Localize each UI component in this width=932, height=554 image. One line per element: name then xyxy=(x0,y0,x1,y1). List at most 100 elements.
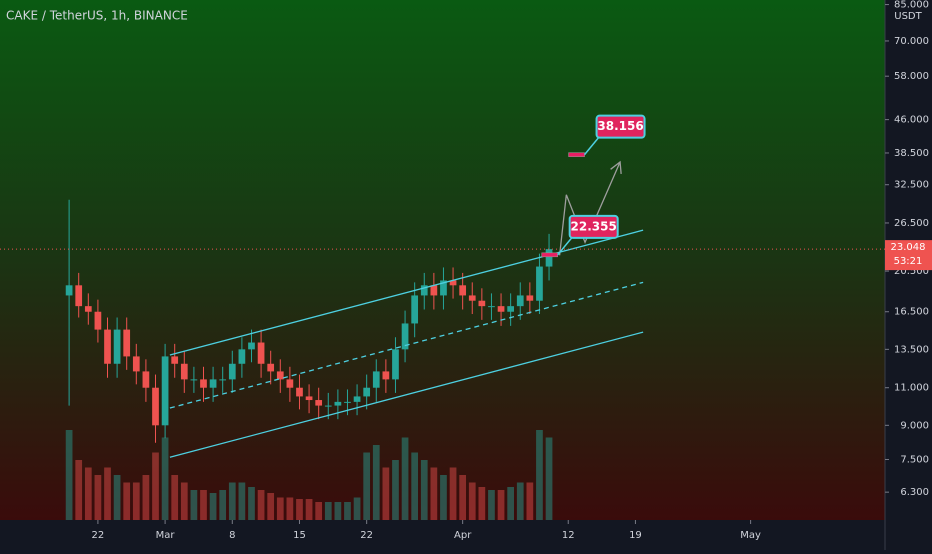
volume-bar xyxy=(142,475,150,520)
volume-bar xyxy=(411,452,419,520)
candle-body xyxy=(104,329,111,364)
x-tick-label: 22 xyxy=(92,530,105,541)
candle-body xyxy=(161,356,169,426)
volume-bar xyxy=(305,499,313,520)
last-price-label: 23.048 xyxy=(891,242,926,253)
y-tick-label: 6.300 xyxy=(900,487,929,498)
x-tick-label: Apr xyxy=(454,530,472,541)
plot-background xyxy=(0,0,885,520)
volume-bar xyxy=(75,460,83,520)
candle-body xyxy=(238,349,246,364)
candle-body xyxy=(142,371,150,388)
candle-body xyxy=(209,379,217,388)
candle-body xyxy=(219,379,227,381)
y-tick-label: 70.000 xyxy=(894,36,929,47)
candle-body xyxy=(497,306,505,312)
volume-bar xyxy=(113,475,121,520)
volume-bar xyxy=(324,502,332,520)
candle-body xyxy=(507,306,515,312)
volume-bar xyxy=(449,467,457,520)
candle-body xyxy=(353,396,361,402)
candle-body xyxy=(516,295,524,307)
y-tick-label: 7.500 xyxy=(900,454,929,465)
volume-bar xyxy=(267,493,275,520)
volume-bar xyxy=(468,482,476,520)
trend-line xyxy=(169,331,644,458)
candle-body xyxy=(324,405,332,407)
volume-bar xyxy=(190,490,198,520)
candle-body xyxy=(420,285,428,296)
candle-body xyxy=(190,379,198,381)
volume-bar xyxy=(536,430,543,520)
time-axis xyxy=(0,520,885,550)
volume-bar xyxy=(516,482,524,520)
candle-body xyxy=(267,363,275,372)
candle-body xyxy=(430,285,438,296)
volume-bar xyxy=(180,482,188,520)
candle-body xyxy=(382,371,390,380)
candle-body xyxy=(180,363,188,380)
callout-pointer xyxy=(583,137,600,156)
candle-body xyxy=(363,387,371,397)
candle-body xyxy=(132,356,140,372)
candle-body xyxy=(200,379,207,388)
candle-body xyxy=(401,323,409,350)
y-tick-label: 16.500 xyxy=(894,307,929,318)
candle-body xyxy=(526,295,534,301)
y-tick-label: 20.500 xyxy=(894,266,929,277)
chart-title: CAKE / TetherUS, 1h, BINANCE xyxy=(6,9,188,23)
volume-bar xyxy=(344,502,351,520)
candle-body xyxy=(296,387,303,397)
volume-bar xyxy=(315,502,323,520)
candle-body xyxy=(152,387,159,426)
candle-body xyxy=(305,396,313,401)
callout-box xyxy=(568,214,619,239)
target-marker xyxy=(568,152,585,157)
volume-bar xyxy=(200,490,207,520)
candle-body xyxy=(478,300,486,307)
candle-body xyxy=(449,280,457,286)
candle-body xyxy=(94,311,102,330)
volume-bar xyxy=(238,482,246,520)
x-tick-label: May xyxy=(740,530,761,541)
candle-body xyxy=(545,249,553,267)
volume-bar xyxy=(286,497,294,520)
volume-bar xyxy=(257,490,265,520)
volume-bar xyxy=(497,490,505,520)
y-tick-label: 46.000 xyxy=(894,115,929,126)
price-axis xyxy=(885,0,932,550)
candle-body xyxy=(315,400,323,406)
callout-box xyxy=(595,114,646,139)
volume-bar xyxy=(152,452,159,520)
y-tick-label: 85.000 xyxy=(894,0,929,11)
y-tick-label: 9.000 xyxy=(900,420,929,431)
y-tick-label: 32.500 xyxy=(894,180,929,191)
target-marker xyxy=(541,252,558,258)
volume-bar xyxy=(430,467,438,520)
countdown: 53:21 xyxy=(894,256,923,267)
last-price-box xyxy=(885,240,932,271)
volume-bar xyxy=(382,467,390,520)
x-tick-label: 12 xyxy=(562,530,575,541)
volume-bar xyxy=(401,437,409,520)
y-tick-label: 13.500 xyxy=(894,344,929,355)
volume-bar xyxy=(228,482,236,520)
candle-body xyxy=(276,371,284,380)
volume-bar xyxy=(353,497,361,520)
candle-body xyxy=(334,401,342,406)
volume-bar xyxy=(363,452,371,520)
candle-body xyxy=(459,285,467,296)
volume-bar xyxy=(507,487,515,520)
volume-bar xyxy=(392,460,399,520)
volume-bar xyxy=(219,490,227,520)
trend-line xyxy=(169,229,644,356)
volume-bar xyxy=(276,497,284,520)
candle-body xyxy=(171,356,179,364)
candle-body xyxy=(84,306,92,312)
arrow-head xyxy=(610,160,622,174)
volume-bar xyxy=(296,499,303,520)
y-tick-label: 58.000 xyxy=(894,71,929,82)
volume-bar xyxy=(334,502,342,520)
candle-body xyxy=(286,379,294,388)
